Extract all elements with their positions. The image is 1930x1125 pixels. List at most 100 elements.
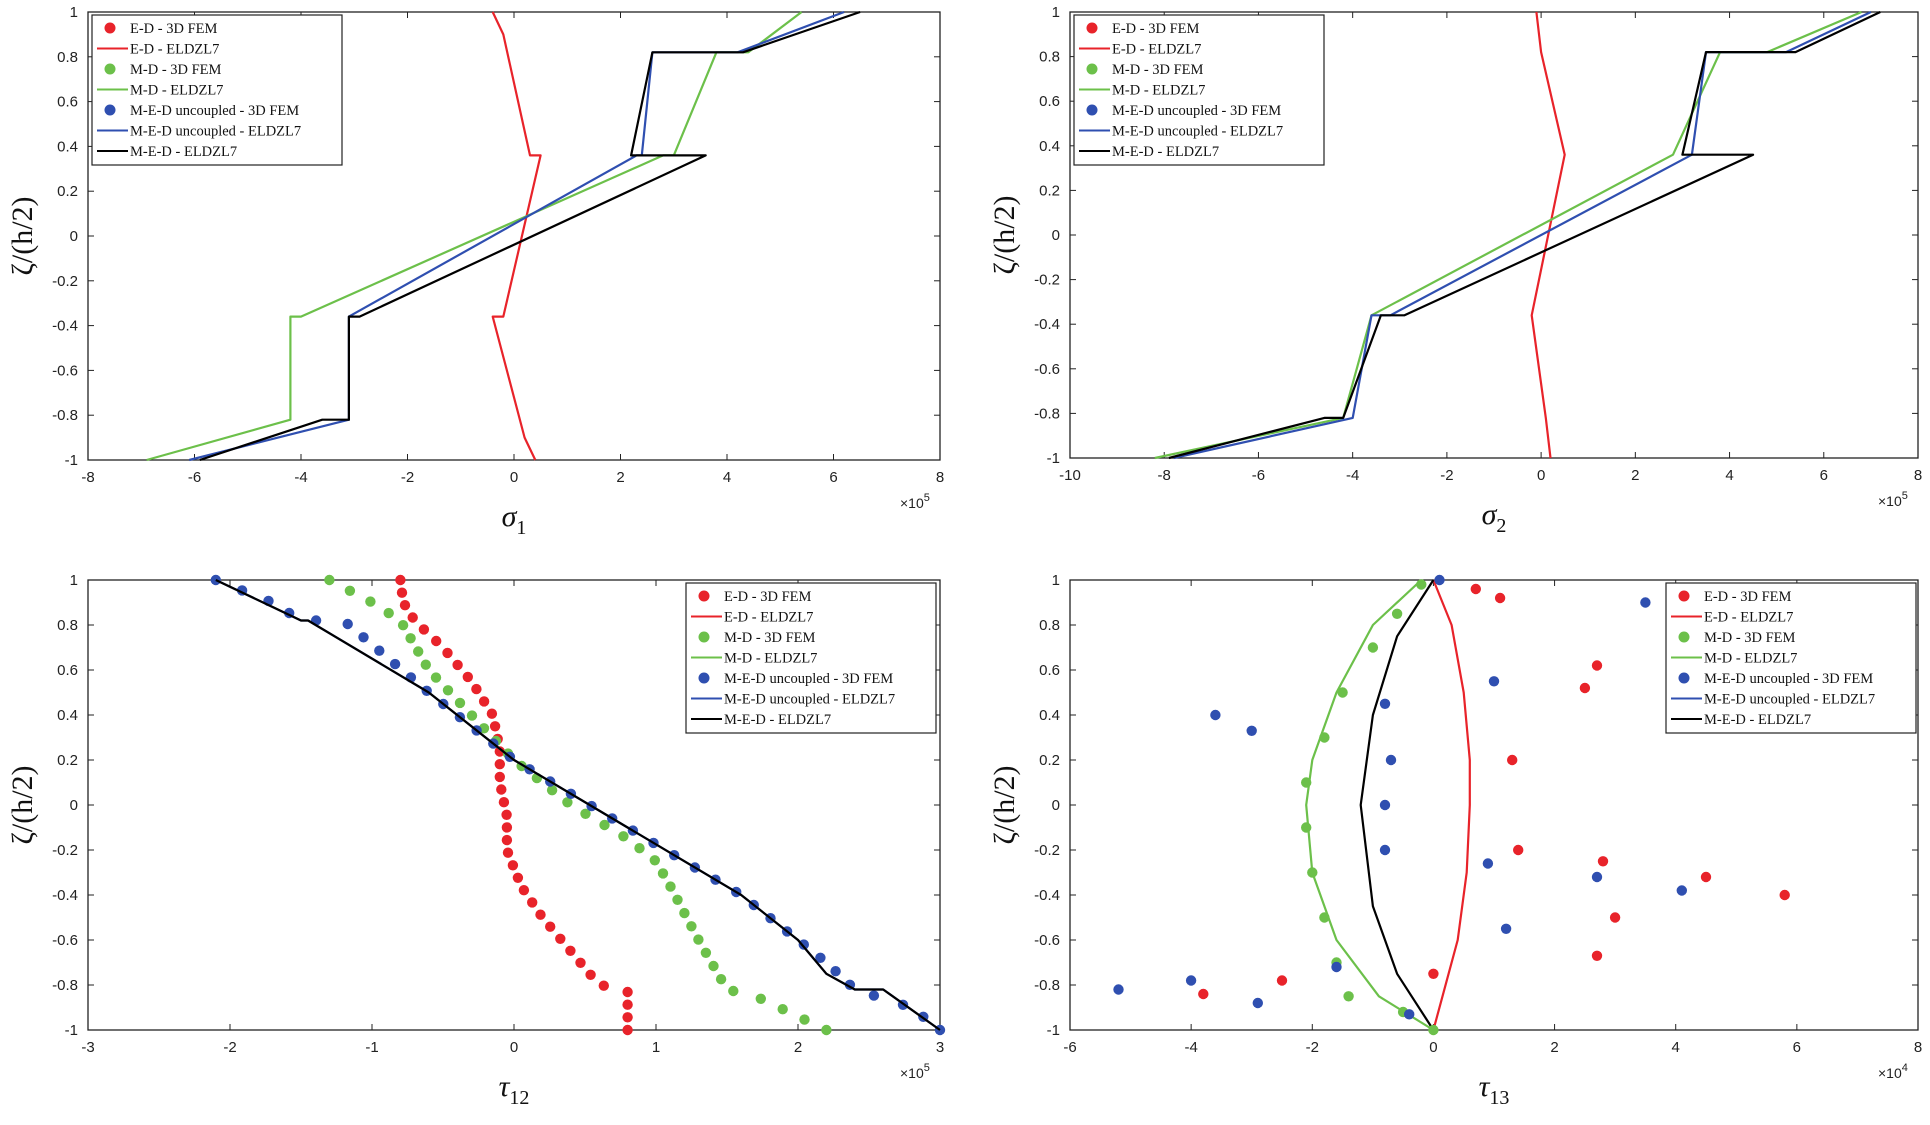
data-point-e-d-3d-fem <box>507 860 519 871</box>
chart-panel-sigma1: -8 -6 -4 -2 0 2 4 6 8 -1 -0.8 -0.6 -0.4 -0.2 0 0.2 0.4 0.… <box>6 4 944 539</box>
data-point-m-e-d-uncoupled-3d-fem <box>389 658 401 670</box>
y-tick-label: -1 <box>1047 1022 1060 1039</box>
legend-label: E-D - 3D FEM <box>724 589 812 605</box>
data-point-e-d-3d-fem <box>1470 583 1482 595</box>
data-point-m-e-d-uncoupled-3d-fem <box>1379 799 1391 811</box>
y-axis-label: ζ/(h/2) <box>988 195 1021 274</box>
x-tick-label: 2 <box>1631 467 1639 484</box>
legend-label: M-E-D uncoupled - 3D FEM <box>724 671 893 687</box>
legend-box <box>91 14 343 166</box>
data-point-e-d-3d-fem <box>622 1012 633 1023</box>
data-point-m-d-3d-fem <box>466 710 478 721</box>
legend-item-med-el: M-E-D - ELDZL7 <box>97 144 237 160</box>
series-line-e-d-eldzl7 <box>1530 11 1566 459</box>
legend-label: M-E-D uncoupled - 3D FEM <box>130 103 299 119</box>
data-point-e-d-3d-fem <box>396 587 408 598</box>
y-tick-label: -0.8 <box>1034 405 1060 422</box>
legend-marker <box>1678 672 1690 684</box>
data-point-m-e-d-uncoupled-3d-fem <box>342 618 353 630</box>
y-tick-label: -1 <box>65 452 78 469</box>
legend-box <box>1665 582 1917 734</box>
y-tick-label: 0.2 <box>1039 752 1060 769</box>
data-point-m-d-3d-fem <box>420 659 431 670</box>
y-tick-label: -0.8 <box>1034 977 1060 994</box>
legend-item-md-fem: M-D - 3D FEM <box>1086 62 1204 78</box>
legend-item-ed-fem: E-D - 3D FEM <box>104 21 218 37</box>
x-tick-label: -2 <box>1306 1039 1319 1056</box>
y-tick-label: 0.4 <box>57 707 78 724</box>
x-tick-label: 0 <box>510 469 518 486</box>
data-point-e-d-3d-fem <box>1700 871 1712 883</box>
data-point-e-d-3d-fem <box>585 969 596 980</box>
data-point-m-d-3d-fem <box>405 633 416 644</box>
data-point-m-d-3d-fem <box>344 585 356 596</box>
y-tick-label: 0 <box>1052 227 1060 244</box>
x-tick-label: -4 <box>294 469 307 486</box>
legend-item-medu-el: M-E-D uncoupled - ELDZL7 <box>691 692 895 708</box>
legend-label: M-D - ELDZL7 <box>1704 651 1797 667</box>
data-point-e-d-3d-fem <box>1428 968 1439 979</box>
data-point-e-d-3d-fem <box>501 822 513 833</box>
y-axis-label: ζ/(h/2) <box>988 765 1021 844</box>
y-tick-label: 0 <box>70 797 78 814</box>
data-point-e-d-3d-fem <box>407 612 418 623</box>
legend-label: M-D - 3D FEM <box>724 630 816 646</box>
data-point-m-e-d-uncoupled-3d-fem <box>1210 709 1221 721</box>
axis-multiplier: ×105 <box>900 1062 930 1081</box>
data-point-m-d-3d-fem <box>365 596 376 607</box>
axis-multiplier: ×105 <box>1878 490 1908 509</box>
x-axis-label: σ2 <box>1482 498 1507 537</box>
series-line-m-e-d-eldzl7 <box>1359 579 1435 1031</box>
legend-item-ed-el: E-D - ELDZL7 <box>1079 42 1201 58</box>
data-point-e-d-3d-fem <box>1198 988 1209 1000</box>
legend-item-medu-fem: M-E-D uncoupled - 3D FEM <box>698 671 893 687</box>
chart-panel-sigma2: -10 -8 -6 -4 -2 0 2 4 6 8 -1 -0.8 -0.6 -0.4 -0.2 0 0.2 0.… <box>988 4 1922 537</box>
y-tick-label: 0.8 <box>57 49 78 66</box>
x-tick-label: -2 <box>223 1039 236 1056</box>
data-point-e-d-3d-fem <box>1513 844 1524 856</box>
data-point-e-d-3d-fem <box>501 809 512 820</box>
data-point-e-d-3d-fem <box>496 784 507 795</box>
data-point-m-e-d-uncoupled-3d-fem <box>868 990 880 1001</box>
y-tick-label: 1 <box>1052 572 1060 589</box>
legend-item-med-el: M-E-D - ELDZL7 <box>1079 144 1219 160</box>
data-point-m-d-3d-fem <box>686 921 697 932</box>
data-point-e-d-3d-fem <box>501 834 513 846</box>
y-tick-label: -1 <box>65 1022 78 1039</box>
data-point-e-d-3d-fem <box>442 647 453 659</box>
data-point-m-d-3d-fem <box>777 1004 788 1015</box>
chart-panel-tau12: -3 -2 -1 0 1 2 3-1-0.8-0.6-0.4-0.200.20.40.60.… <box>6 572 946 1109</box>
x-tick-label: -8 <box>1158 467 1171 484</box>
data-point-m-d-3d-fem <box>454 697 466 709</box>
legend-item-md-fem: M-D - 3D FEM <box>1678 630 1796 646</box>
data-point-m-e-d-uncoupled-3d-fem <box>1385 754 1397 766</box>
legend-item-md-el: M-D - ELDZL7 <box>1671 651 1797 667</box>
data-point-m-d-3d-fem <box>715 974 727 985</box>
legend-label: M-E-D uncoupled - ELDZL7 <box>1704 692 1875 708</box>
legend-item-medu-fem: M-E-D uncoupled - 3D FEM <box>1086 103 1281 119</box>
legend-label: E-D - ELDZL7 <box>1112 42 1201 58</box>
data-point-e-d-3d-fem <box>622 986 633 998</box>
data-point-m-e-d-uncoupled-3d-fem <box>1434 574 1445 586</box>
y-tick-label: 0 <box>70 228 78 245</box>
data-point-e-d-3d-fem <box>598 980 609 991</box>
y-tick-label: -0.8 <box>52 407 78 424</box>
x-axis-label-subscript: 2 <box>1496 515 1506 537</box>
legend-label: M-D - ELDZL7 <box>1112 83 1205 99</box>
data-point-m-e-d-uncoupled-3d-fem <box>1640 597 1651 608</box>
data-point-m-d-3d-fem <box>1319 732 1330 743</box>
data-point-m-d-3d-fem <box>728 985 739 997</box>
data-point-e-d-3d-fem <box>518 885 530 896</box>
legend-item-medu-fem: M-E-D uncoupled - 3D FEM <box>1678 671 1873 687</box>
x-tick-label: -3 <box>81 1039 94 1056</box>
y-tick-label: -0.4 <box>52 318 78 335</box>
x-tick-label: 8 <box>1914 467 1922 484</box>
x-tick-label: 8 <box>936 469 944 486</box>
data-point-m-d-3d-fem <box>1301 822 1312 833</box>
x-tick-label: 6 <box>829 469 837 486</box>
data-point-e-d-3d-fem <box>395 574 406 586</box>
y-tick-label: -0.2 <box>1034 842 1060 859</box>
y-tick-label: -0.6 <box>52 362 78 379</box>
data-point-e-d-3d-fem <box>1276 975 1288 986</box>
